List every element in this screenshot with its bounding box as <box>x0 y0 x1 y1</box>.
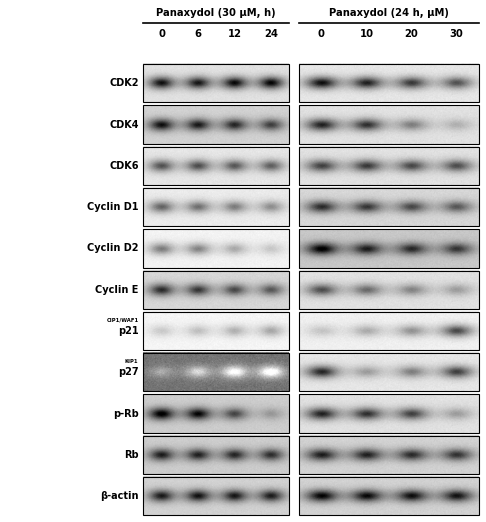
Text: Rb: Rb <box>124 450 139 460</box>
Bar <box>299 353 479 392</box>
Text: p21: p21 <box>118 326 139 336</box>
Bar <box>143 105 289 144</box>
Text: 0: 0 <box>158 29 165 39</box>
Text: p27: p27 <box>118 367 139 377</box>
Text: CDK6: CDK6 <box>109 161 139 171</box>
Text: 12: 12 <box>227 29 242 39</box>
Bar <box>299 188 479 226</box>
Text: 6: 6 <box>194 29 202 39</box>
Bar <box>143 312 289 350</box>
Text: CDK2: CDK2 <box>109 78 139 88</box>
Bar <box>299 105 479 144</box>
Bar <box>143 395 289 433</box>
Bar <box>299 270 479 309</box>
Text: CDK4: CDK4 <box>109 120 139 129</box>
Text: 20: 20 <box>404 29 418 39</box>
Text: 24: 24 <box>264 29 278 39</box>
Bar <box>143 477 289 515</box>
Bar <box>299 395 479 433</box>
Bar <box>299 64 479 102</box>
Bar <box>299 147 479 185</box>
Text: β-actin: β-actin <box>100 491 139 501</box>
Text: CIP1/WAF1: CIP1/WAF1 <box>106 317 139 323</box>
Text: 0: 0 <box>318 29 325 39</box>
Text: 10: 10 <box>359 29 373 39</box>
Bar <box>143 64 289 102</box>
Bar <box>299 436 479 474</box>
Text: Cyclin D1: Cyclin D1 <box>87 202 139 212</box>
Text: KIP1: KIP1 <box>125 359 139 364</box>
Bar <box>299 477 479 515</box>
Bar <box>143 436 289 474</box>
Bar <box>143 229 289 267</box>
Text: Panaxydol (30 μM, h): Panaxydol (30 μM, h) <box>156 8 276 18</box>
Text: 30: 30 <box>450 29 463 39</box>
Bar <box>299 229 479 267</box>
Bar <box>143 188 289 226</box>
Bar <box>299 312 479 350</box>
Bar <box>143 353 289 392</box>
Bar <box>143 270 289 309</box>
Text: Cyclin D2: Cyclin D2 <box>87 243 139 253</box>
Text: Cyclin E: Cyclin E <box>95 284 139 295</box>
Bar <box>143 147 289 185</box>
Text: p-Rb: p-Rb <box>113 409 139 419</box>
Text: Panaxydol (24 h, μM): Panaxydol (24 h, μM) <box>329 8 449 18</box>
